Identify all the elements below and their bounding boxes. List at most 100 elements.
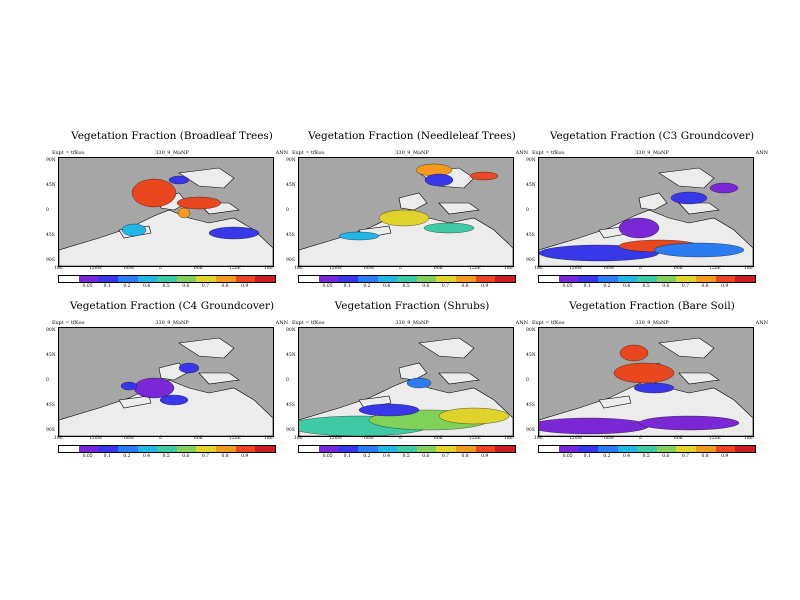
lat-tick-label: 90S bbox=[526, 428, 535, 433]
colorbar-tick-label: 0.1 bbox=[343, 284, 351, 289]
lat-tick-label: 45S bbox=[526, 233, 535, 238]
colorbar-segment bbox=[357, 446, 378, 452]
colorbar-segment bbox=[436, 276, 457, 282]
lat-tick-label: 45S bbox=[286, 403, 295, 408]
panel-title: Vegetation Fraction (Shrubs) bbox=[334, 300, 490, 312]
lat-tick-label: 0 bbox=[526, 208, 529, 213]
land-mass bbox=[658, 337, 715, 359]
lon-tick-label: 180 bbox=[54, 436, 63, 441]
colorbar-tick-label: 0.1 bbox=[583, 454, 591, 459]
colorbar-tick-label: 0.05 bbox=[82, 454, 93, 459]
colorbar-segment bbox=[597, 276, 618, 282]
lon-tick-label: 60E bbox=[674, 436, 684, 441]
colorbar-segment bbox=[637, 446, 657, 452]
colorbar-tick-label: 0.4 bbox=[382, 454, 391, 459]
colorbar-segment bbox=[117, 276, 138, 282]
land-mass bbox=[59, 379, 273, 436]
colorbar-tick-label: 0.6 bbox=[662, 454, 670, 459]
colorbar-segment bbox=[318, 276, 339, 282]
lon-tick-label: 60W bbox=[124, 436, 135, 441]
panel-title: Vegetation Fraction (Broadleaf Trees) bbox=[71, 130, 273, 142]
vegetation-field bbox=[709, 182, 739, 194]
colorbar-segment bbox=[578, 446, 598, 452]
lon-tick-label: 0 bbox=[639, 266, 642, 271]
colorbar-tick-label: 0.9 bbox=[241, 454, 249, 459]
colorbar-segment bbox=[715, 446, 736, 452]
colorbar-segment bbox=[558, 446, 579, 452]
vegetation-field bbox=[469, 171, 499, 181]
colorbar-segment bbox=[475, 276, 496, 282]
land-mass bbox=[638, 192, 668, 211]
lon-tick-label: 60E bbox=[194, 436, 204, 441]
season-label: ANN bbox=[755, 150, 768, 156]
experiment-label: Expt = tfKoo bbox=[292, 320, 325, 326]
vegetation-field bbox=[178, 362, 200, 374]
run-label: 330_9_MaNP bbox=[395, 320, 429, 326]
lon-tick-label: 60W bbox=[604, 266, 615, 271]
colorbar-tick-label: 0.5 bbox=[162, 284, 170, 289]
lat-tick-label: 45N bbox=[526, 183, 536, 188]
colorbar-tick-label: 0.05 bbox=[562, 284, 573, 289]
colorbar-segment bbox=[338, 446, 358, 452]
lon-tick-label: 0 bbox=[399, 266, 402, 271]
colorbar-segment bbox=[377, 276, 398, 282]
lon-tick-label: 120E bbox=[469, 266, 481, 271]
lat-tick-label: 90N bbox=[286, 158, 296, 163]
land-mass bbox=[598, 395, 632, 409]
lon-tick-label: 60W bbox=[604, 436, 615, 441]
colorbar-tick-label: 0.1 bbox=[583, 284, 591, 289]
colorbar-tick-label: 0.8 bbox=[461, 284, 469, 289]
lon-tick-label: 60E bbox=[674, 266, 684, 271]
colorbar-tick-label: 0.05 bbox=[562, 454, 573, 459]
run-label: 330_9_MaNP bbox=[635, 320, 669, 326]
vegetation-field bbox=[653, 242, 745, 258]
colorbar-tick-label: 0.8 bbox=[221, 454, 229, 459]
colorbar-segment bbox=[98, 276, 118, 282]
colorbar-tick-label: 0.7 bbox=[441, 284, 450, 289]
lat-tick-label: 90N bbox=[526, 328, 536, 333]
colorbar-segment bbox=[357, 276, 378, 282]
colorbar-segment bbox=[656, 276, 677, 282]
colorbar-segment bbox=[255, 446, 276, 452]
colorbar bbox=[538, 275, 756, 283]
season-label: ANN bbox=[515, 320, 528, 326]
panel-bare-soil: Vegetation Fraction (Bare Soil) Expt = tf… bbox=[526, 300, 768, 460]
vegetation-field bbox=[415, 163, 453, 177]
colorbar-tick-label: 0.8 bbox=[461, 454, 469, 459]
colorbar-segment bbox=[436, 446, 457, 452]
colorbar-segment bbox=[539, 276, 559, 282]
vegetation-field bbox=[424, 173, 454, 187]
experiment-label: Expt = tfKoo bbox=[292, 150, 325, 156]
map-plot bbox=[298, 157, 514, 267]
colorbar-segment bbox=[196, 276, 217, 282]
experiment-label: Expt = tfKoo bbox=[52, 320, 85, 326]
vegetation-field bbox=[168, 175, 190, 185]
colorbar-segment bbox=[397, 276, 417, 282]
colorbar-segment bbox=[98, 446, 118, 452]
colorbar-tick-label: 0.05 bbox=[82, 284, 93, 289]
lon-tick-label: 180 bbox=[264, 266, 273, 271]
colorbar-segment bbox=[578, 276, 598, 282]
colorbar-tick-label: 0.4 bbox=[622, 284, 631, 289]
lon-tick-label: 180 bbox=[534, 436, 543, 441]
panel-broadleaf: Vegetation Fraction (Broadleaf Trees) Exp… bbox=[46, 130, 288, 290]
vegetation-field bbox=[633, 382, 675, 394]
run-label: 330_9_MaNP bbox=[395, 150, 429, 156]
lat-tick-label: 45S bbox=[286, 233, 295, 238]
land-mass bbox=[178, 337, 235, 359]
map-plot bbox=[58, 157, 274, 267]
land-mass bbox=[398, 362, 428, 381]
lon-tick-label: 180 bbox=[744, 436, 753, 441]
lat-tick-label: 45S bbox=[46, 403, 55, 408]
lon-tick-label: 180 bbox=[744, 266, 753, 271]
vegetation-field bbox=[133, 377, 175, 399]
lat-tick-label: 90N bbox=[286, 328, 296, 333]
lon-tick-label: 120E bbox=[469, 436, 481, 441]
lon-tick-label: 120E bbox=[709, 266, 721, 271]
vegetation-field bbox=[177, 207, 191, 219]
lon-tick-label: 120E bbox=[709, 436, 721, 441]
lat-tick-label: 90N bbox=[526, 158, 536, 163]
lat-tick-label: 90S bbox=[286, 258, 295, 263]
lat-tick-label: 45N bbox=[526, 353, 536, 358]
experiment-label: Expt = tfKoo bbox=[532, 320, 565, 326]
